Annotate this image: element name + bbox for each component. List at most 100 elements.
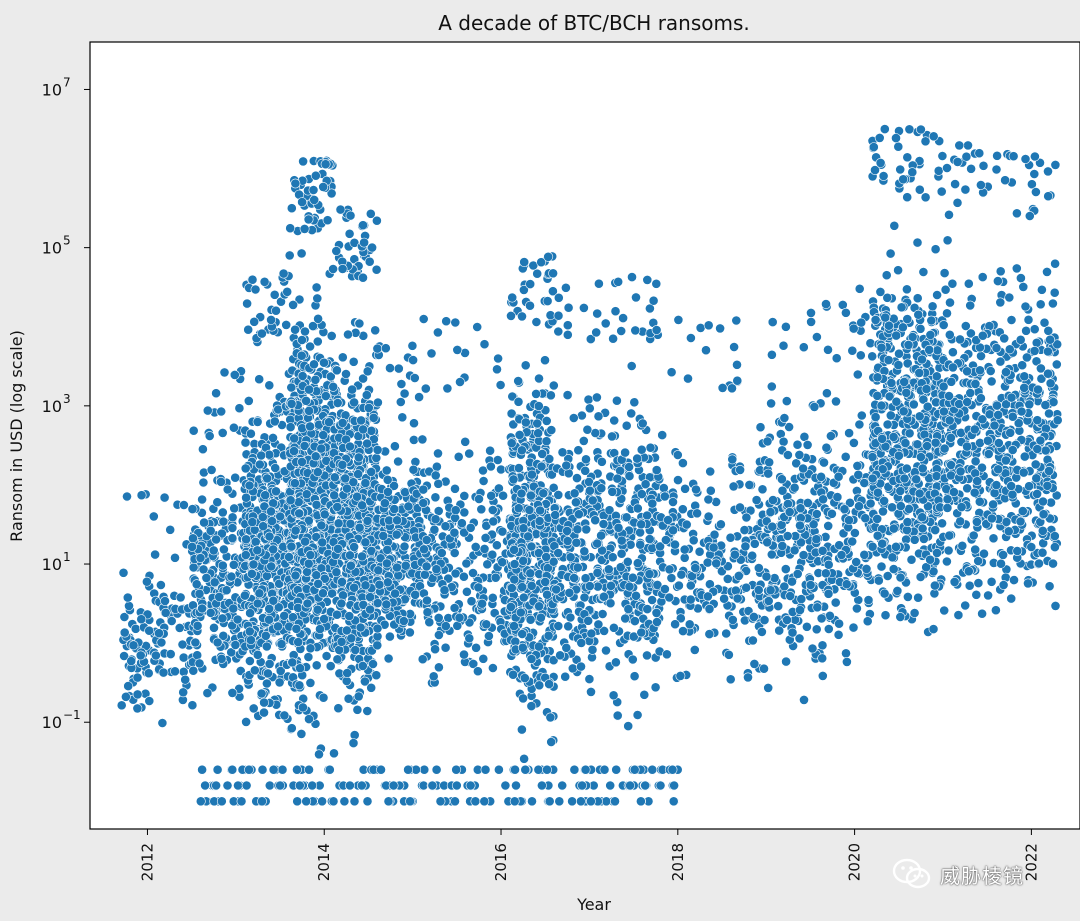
data-point (836, 550, 847, 560)
data-point (673, 475, 683, 485)
data-point (780, 564, 791, 574)
data-point (852, 369, 863, 380)
data-point (508, 474, 519, 485)
data-point (832, 492, 843, 502)
data-point (495, 380, 506, 390)
data-point (597, 456, 607, 467)
data-point (303, 214, 314, 225)
data-point (834, 618, 844, 629)
data-point (540, 577, 551, 587)
data-point (782, 615, 792, 625)
data-point (206, 464, 217, 475)
data-point (778, 340, 789, 351)
data-point (488, 516, 499, 527)
data-point (228, 559, 239, 570)
data-point (268, 432, 278, 443)
data-point (264, 603, 275, 614)
data-point (242, 298, 252, 309)
data-point (668, 525, 678, 536)
data-point (479, 544, 490, 554)
data-point (450, 483, 460, 494)
data-point (624, 471, 635, 481)
data-point (912, 293, 923, 304)
data-point (392, 562, 402, 573)
data-point (722, 574, 733, 584)
data-point (449, 548, 460, 558)
data-point (795, 605, 805, 615)
data-point (568, 413, 579, 423)
data-point (360, 537, 371, 548)
data-point (639, 689, 650, 700)
data-point (274, 677, 285, 688)
data-point (817, 545, 828, 556)
data-point (372, 397, 383, 408)
data-point (318, 430, 329, 440)
data-point (477, 598, 487, 609)
data-point (534, 373, 544, 384)
data-point (749, 538, 760, 549)
data-point (218, 544, 229, 555)
data-point (704, 604, 715, 614)
data-point (821, 442, 832, 453)
data-point (819, 457, 829, 468)
data-point (436, 548, 447, 558)
data-point (192, 620, 203, 631)
data-point (508, 669, 518, 680)
data-point (517, 642, 528, 653)
data-point (478, 476, 489, 486)
data-point (513, 503, 524, 514)
data-point (269, 416, 280, 427)
data-point (631, 590, 641, 601)
data-point (275, 666, 286, 676)
data-point (195, 553, 206, 563)
data-point (876, 561, 887, 572)
data-point (527, 469, 537, 480)
data-point (312, 293, 323, 304)
data-point (286, 541, 297, 552)
data-point (124, 601, 134, 611)
data-point (690, 563, 701, 573)
data-point (433, 662, 444, 673)
data-point (716, 519, 726, 530)
data-point (300, 326, 310, 337)
data-point (584, 581, 595, 591)
data-point (332, 398, 343, 408)
data-point (624, 581, 635, 592)
data-point (266, 314, 276, 325)
data-point (739, 525, 750, 535)
data-point (757, 627, 767, 637)
data-point (630, 616, 640, 626)
data-point (431, 564, 442, 575)
data-point (355, 622, 366, 633)
data-point (353, 452, 364, 463)
data-point (767, 521, 778, 532)
data-point (290, 525, 301, 536)
data-point (433, 613, 444, 623)
data-point (870, 314, 881, 325)
data-point (565, 612, 576, 623)
data-point (466, 596, 477, 607)
data-point (555, 650, 565, 661)
data-point (260, 490, 271, 501)
data-point (729, 342, 739, 352)
data-point (812, 602, 823, 613)
data-point (731, 315, 742, 326)
data-point (461, 586, 472, 597)
data-point (227, 523, 238, 533)
data-point (399, 388, 410, 399)
data-point (366, 466, 377, 477)
data-point (240, 437, 251, 448)
data-point (328, 264, 338, 274)
data-point (480, 533, 491, 543)
data-point (590, 515, 601, 526)
data-point (312, 467, 323, 477)
data-point (119, 651, 129, 661)
data-point (264, 531, 275, 542)
data-point (535, 505, 545, 516)
data-point (400, 560, 411, 571)
data-point (217, 507, 228, 518)
data-point (358, 220, 368, 231)
data-point (343, 329, 353, 340)
data-point (216, 653, 227, 664)
